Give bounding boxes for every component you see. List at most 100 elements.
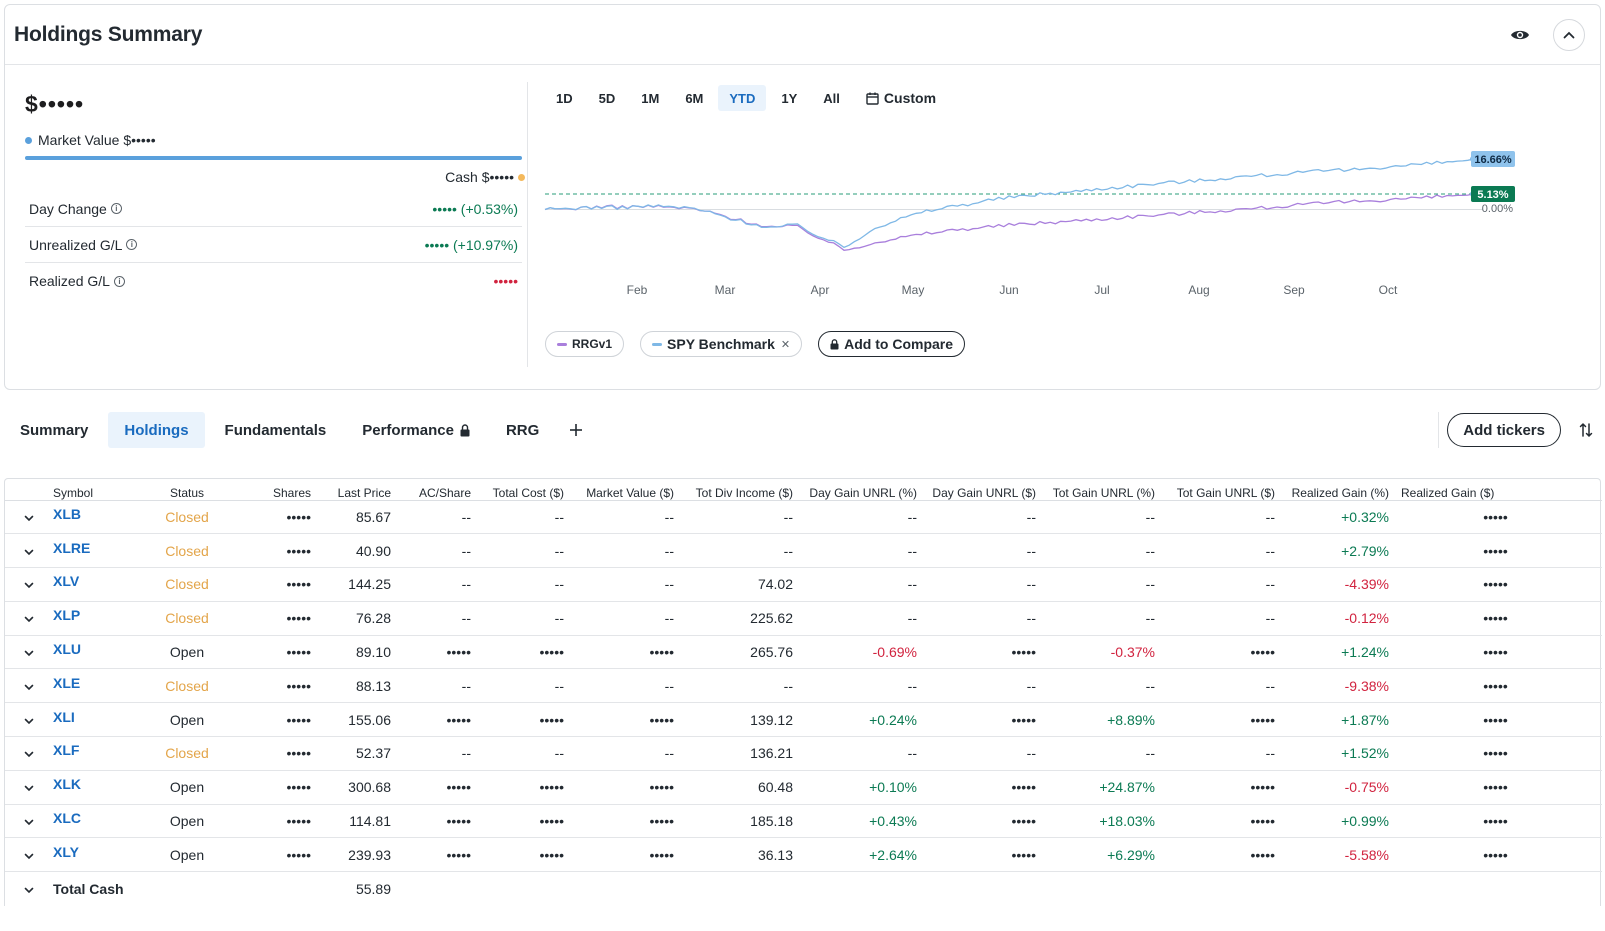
status-cell: Closed <box>143 736 237 771</box>
add-view-button[interactable] <box>559 412 593 448</box>
table-row[interactable]: XLP Closed ••••• 76.28 -- -- -- 225.62 -- -- -- -- -… <box>5 601 1602 636</box>
symbol-link[interactable]: XLRE <box>53 533 143 569</box>
add-tickers-button[interactable]: Add tickers <box>1447 413 1561 447</box>
range-tab-1y[interactable]: 1Y <box>781 90 798 106</box>
column-header[interactable]: Realized Gain ($) <box>1401 485 1495 500</box>
symbol-link[interactable]: XLV <box>53 567 143 602</box>
expand-row-button[interactable] <box>5 533 53 569</box>
symbol-link[interactable]: XLC <box>53 804 143 839</box>
sort-button[interactable] <box>1571 415 1601 445</box>
symbol-link[interactable]: XLF <box>53 736 143 771</box>
column-header[interactable]: Day Gain UNRL ($) <box>932 485 1036 500</box>
symbol-link[interactable]: XLE <box>53 668 143 704</box>
realized-gl-value: ••••• <box>493 273 518 289</box>
ac-share-cell: ••••• <box>397 804 477 839</box>
actions-divider <box>1438 412 1440 448</box>
column-header[interactable]: Symbol <box>53 485 94 500</box>
column-header[interactable]: Tot Div Income ($) <box>695 485 793 500</box>
day-gain-pct-cell: -- <box>799 533 923 569</box>
add-to-compare-button[interactable]: Add to Compare <box>818 331 966 357</box>
expand-row-button[interactable] <box>5 500 53 535</box>
expand-row-button[interactable] <box>5 702 53 738</box>
table-row[interactable]: XLB Closed ••••• 85.67 -- -- -- -- -- -- -- -- +0.32… <box>5 500 1602 535</box>
expand-row-button[interactable] <box>5 872 53 906</box>
collapse-button[interactable] <box>1553 18 1585 51</box>
expand-row-button[interactable] <box>5 635 53 670</box>
expand-row-button[interactable] <box>5 770 53 805</box>
range-tab-5d[interactable]: 5D <box>598 90 616 106</box>
expand-row-button[interactable] <box>5 837 53 873</box>
div-income-cell: -- <box>680 533 799 569</box>
day-gain-pct-cell: -0.69% <box>799 635 923 670</box>
column-header[interactable]: AC/Share <box>418 485 471 500</box>
expand-row-button[interactable] <box>5 668 53 704</box>
column-header[interactable]: Day Gain UNRL (%) <box>809 485 917 500</box>
table-row[interactable]: XLF Closed ••••• 52.37 -- -- -- 136.21 -- -- -- -- +… <box>5 736 1602 771</box>
range-tab-custom[interactable]: Custom <box>855 85 947 111</box>
table-row[interactable]: XLE Closed ••••• 88.13 -- -- -- -- -- -- -- -- -9.38… <box>5 668 1602 704</box>
table-row[interactable]: XLV Closed ••••• 144.25 -- -- -- 74.02 -- -- -- -- -… <box>5 567 1602 602</box>
info-icon[interactable]: i <box>110 203 122 214</box>
symbol-link[interactable]: XLY <box>53 837 143 873</box>
tot-gain-usd-cell: -- <box>1161 668 1281 704</box>
status-cell: Open <box>143 702 237 738</box>
table-row[interactable]: XLRE Closed ••••• 40.90 -- -- -- -- -- -- -- -- +2.7… <box>5 533 1602 569</box>
table-row[interactable]: XLU Open ••••• 89.10 ••••• ••••• ••••• 265.76 -0… <box>5 635 1602 670</box>
tab-fundamentals[interactable]: Fundamentals <box>224 421 327 439</box>
total-cost-cell: ••••• <box>477 804 570 839</box>
range-tab-ytd[interactable]: YTD <box>718 85 767 111</box>
table-row[interactable]: XLY Open ••••• 239.93 ••••• ••••• ••••• 36.13 +2… <box>5 837 1602 873</box>
expand-row-button[interactable] <box>5 736 53 771</box>
tab-holdings[interactable]: Holdings <box>108 412 205 448</box>
column-header[interactable]: Tot Gain UNRL ($) <box>1176 485 1275 500</box>
tab-summary[interactable]: Summary <box>20 421 89 439</box>
column-header[interactable]: Realized Gain (%) <box>1291 485 1389 500</box>
info-icon[interactable]: i <box>113 275 125 287</box>
total-cash-row[interactable]: Total Cash 55.89 <box>5 872 1602 906</box>
table-row[interactable]: XLC Open ••••• 114.81 ••••• ••••• ••••• 185.18 +… <box>5 804 1602 839</box>
range-tab-all[interactable]: All <box>823 90 840 106</box>
table-row[interactable]: XLK Open ••••• 300.68 ••••• ••••• ••••• 60.48 +0… <box>5 770 1602 805</box>
column-header[interactable]: Last Price <box>337 485 391 500</box>
expand-row-button[interactable] <box>5 601 53 636</box>
day-gain-usd-cell: ••••• <box>923 770 1042 805</box>
calendar-icon <box>866 92 879 105</box>
time-range-tabs: 1D 5D 1M 6M YTD 1Y All Custom <box>545 85 947 111</box>
range-tab-1d[interactable]: 1D <box>556 90 573 106</box>
add-to-compare-label: Add to Compare <box>844 336 954 352</box>
legend-series-rrgv1[interactable]: RRGv1 <box>545 331 625 357</box>
column-header[interactable]: Tot Gain UNRL (%) <box>1052 485 1155 500</box>
chevron-down-icon <box>24 853 34 859</box>
column-header[interactable]: Market Value ($) <box>586 485 674 500</box>
realized-gain-usd-cell: ••••• <box>1395 567 1602 602</box>
symbol-link[interactable]: XLU <box>53 635 143 670</box>
realized-gain-usd-cell: ••••• <box>1395 533 1602 569</box>
remove-benchmark-icon[interactable]: ✕ <box>780 338 791 351</box>
expand-row-button[interactable] <box>5 567 53 602</box>
day-gain-pct-cell: +0.43% <box>799 804 923 839</box>
expand-row-button[interactable] <box>5 804 53 839</box>
shares-cell: ••••• <box>237 804 317 839</box>
last-price-cell: 40.90 <box>317 533 397 569</box>
range-tab-6m[interactable]: 6M <box>685 90 704 106</box>
symbol-link[interactable]: XLK <box>53 770 143 805</box>
realized-gain-usd-cell: ••••• <box>1395 736 1602 771</box>
symbol-link[interactable]: XLI <box>53 702 143 738</box>
column-header[interactable]: Status <box>169 485 205 500</box>
tab-rrg[interactable]: RRG <box>505 421 540 439</box>
column-header[interactable]: Shares <box>272 485 311 500</box>
chevron-down-icon <box>24 785 34 792</box>
total-cost-cell: ••••• <box>477 702 570 738</box>
legend-series-spy-benchmark[interactable]: SPY Benchmark ✕ <box>640 331 803 357</box>
range-tab-1m[interactable]: 1M <box>641 90 660 106</box>
day-gain-usd-cell: -- <box>923 668 1042 704</box>
table-row[interactable]: XLI Open ••••• 155.06 ••••• ••••• ••••• 139.12 +… <box>5 702 1602 738</box>
info-icon[interactable]: i <box>126 239 138 250</box>
symbol-link[interactable]: XLP <box>53 601 143 636</box>
toggle-visibility-button[interactable] <box>1505 20 1535 50</box>
symbol-link[interactable]: XLB <box>53 500 143 535</box>
column-header[interactable]: Total Cost ($) <box>492 485 564 500</box>
total-cost-cell: -- <box>477 533 570 569</box>
tab-performance[interactable]: Performance <box>346 412 486 448</box>
total-cost-cell: -- <box>477 567 570 602</box>
